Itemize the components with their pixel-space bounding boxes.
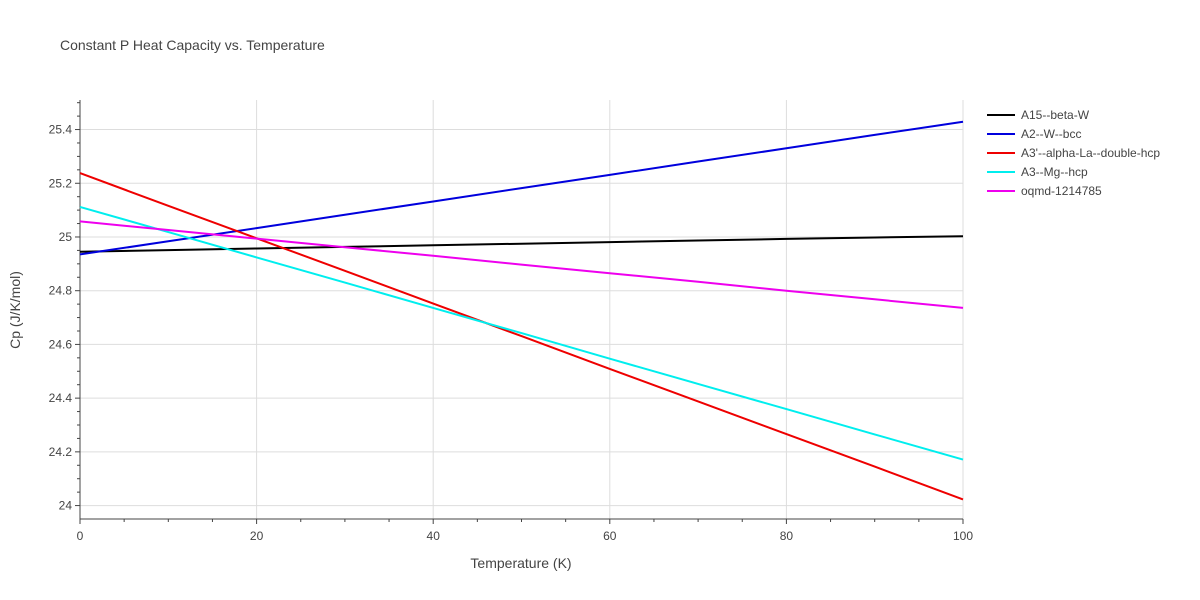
y-tick-label: 24.2 — [49, 445, 73, 459]
legend-label: A3--Mg--hcp — [1021, 165, 1088, 179]
legend-label: A15--beta-W — [1021, 108, 1090, 122]
y-tick-label: 24 — [59, 499, 73, 513]
legend-item[interactable]: A2--W--bcc — [987, 127, 1081, 141]
y-tick-label: 25.4 — [49, 123, 73, 137]
series-line — [79, 220, 964, 309]
x-tick-label: 0 — [77, 529, 84, 543]
axes — [75, 100, 964, 524]
grid — [80, 100, 964, 519]
legend-item[interactable]: A3--Mg--hcp — [987, 165, 1088, 179]
chart-title: Constant P Heat Capacity vs. Temperature — [60, 37, 325, 53]
x-tick-label: 80 — [780, 529, 794, 543]
series-line — [79, 172, 964, 501]
y-tick-label: 24.8 — [49, 284, 73, 298]
legend-item[interactable]: oqmd-1214785 — [987, 184, 1102, 198]
tick-labels: 0 20 40 60 80 100 24 24.2 24.4 24.6 24.8 25 25.2 25.4 — [49, 123, 974, 543]
x-tick-label: 20 — [250, 529, 264, 543]
legend-item[interactable]: A3'--alpha-La--double-hcp — [987, 146, 1160, 160]
plot-area — [79, 120, 964, 501]
legend-label: A2--W--bcc — [1021, 127, 1081, 141]
legend-label: oqmd-1214785 — [1021, 184, 1102, 198]
x-tick-label: 100 — [953, 529, 973, 543]
y-tick-label: 25.2 — [49, 176, 73, 190]
y-tick-label: 24.6 — [49, 337, 73, 351]
series-line — [79, 205, 964, 461]
y-axis-label: Cp (J/K/mol) — [7, 271, 23, 349]
legend-item[interactable]: A15--beta-W — [987, 108, 1090, 122]
x-axis-label: Temperature (K) — [470, 555, 571, 571]
y-tick-label: 24.4 — [49, 391, 73, 405]
series-line — [79, 120, 964, 256]
x-tick-label: 60 — [603, 529, 617, 543]
y-tick-label: 25 — [59, 230, 73, 244]
legend[interactable]: A15--beta-W A2--W--bcc A3'--alpha-La--doub… — [987, 108, 1160, 198]
legend-label: A3'--alpha-La--double-hcp — [1021, 146, 1160, 160]
x-tick-label: 40 — [427, 529, 441, 543]
